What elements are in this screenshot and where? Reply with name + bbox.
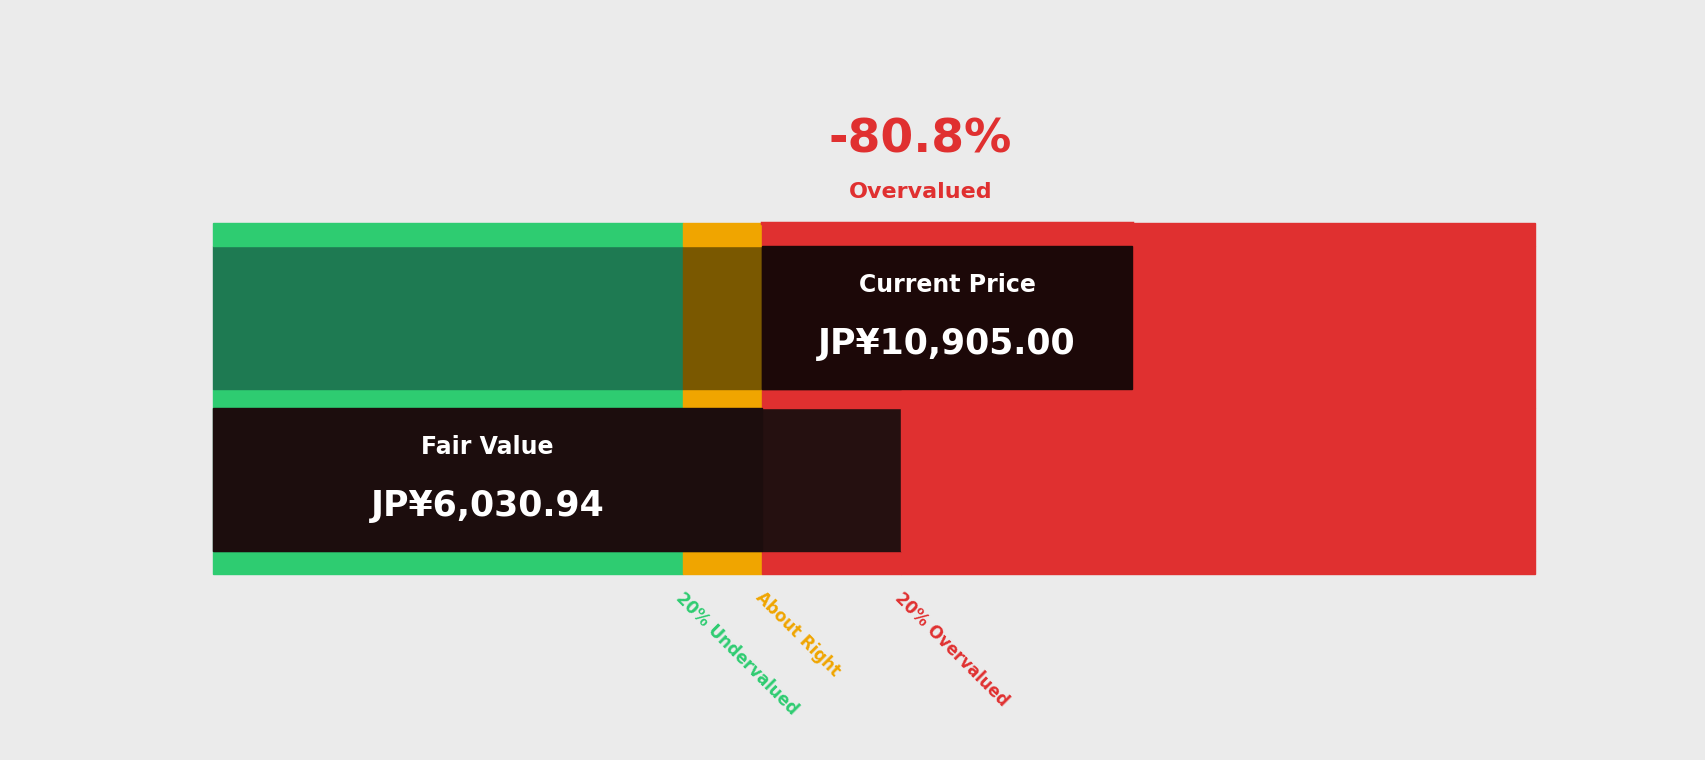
Bar — [213, 408, 762, 550]
Bar — [213, 408, 682, 550]
Text: Overvalued: Overvalued — [849, 182, 992, 202]
Bar — [900, 408, 1534, 550]
Bar — [213, 389, 682, 408]
Bar — [762, 246, 1132, 389]
Text: Fair Value: Fair Value — [421, 435, 554, 459]
Text: Current Price: Current Price — [858, 274, 1035, 297]
Bar — [900, 223, 1534, 246]
Text: -80.8%: -80.8% — [829, 118, 1011, 163]
Bar — [900, 550, 1534, 574]
Text: About Right: About Right — [752, 588, 842, 680]
Bar — [900, 246, 1534, 389]
Bar — [762, 389, 900, 408]
Text: 20% Undervalued: 20% Undervalued — [672, 588, 801, 718]
Bar — [762, 246, 900, 389]
Bar — [213, 246, 682, 389]
Bar — [762, 223, 900, 246]
Bar — [682, 389, 762, 408]
Bar — [213, 223, 682, 246]
Bar — [682, 550, 762, 574]
Bar — [762, 408, 900, 550]
Bar — [682, 408, 762, 550]
Bar — [682, 223, 762, 246]
Text: 20% Overvalued: 20% Overvalued — [890, 588, 1011, 709]
Bar — [900, 389, 1534, 408]
Bar — [762, 550, 900, 574]
Bar — [213, 550, 682, 574]
Bar — [682, 246, 762, 389]
Text: JP¥6,030.94: JP¥6,030.94 — [370, 489, 604, 523]
Text: JP¥10,905.00: JP¥10,905.00 — [818, 327, 1076, 361]
